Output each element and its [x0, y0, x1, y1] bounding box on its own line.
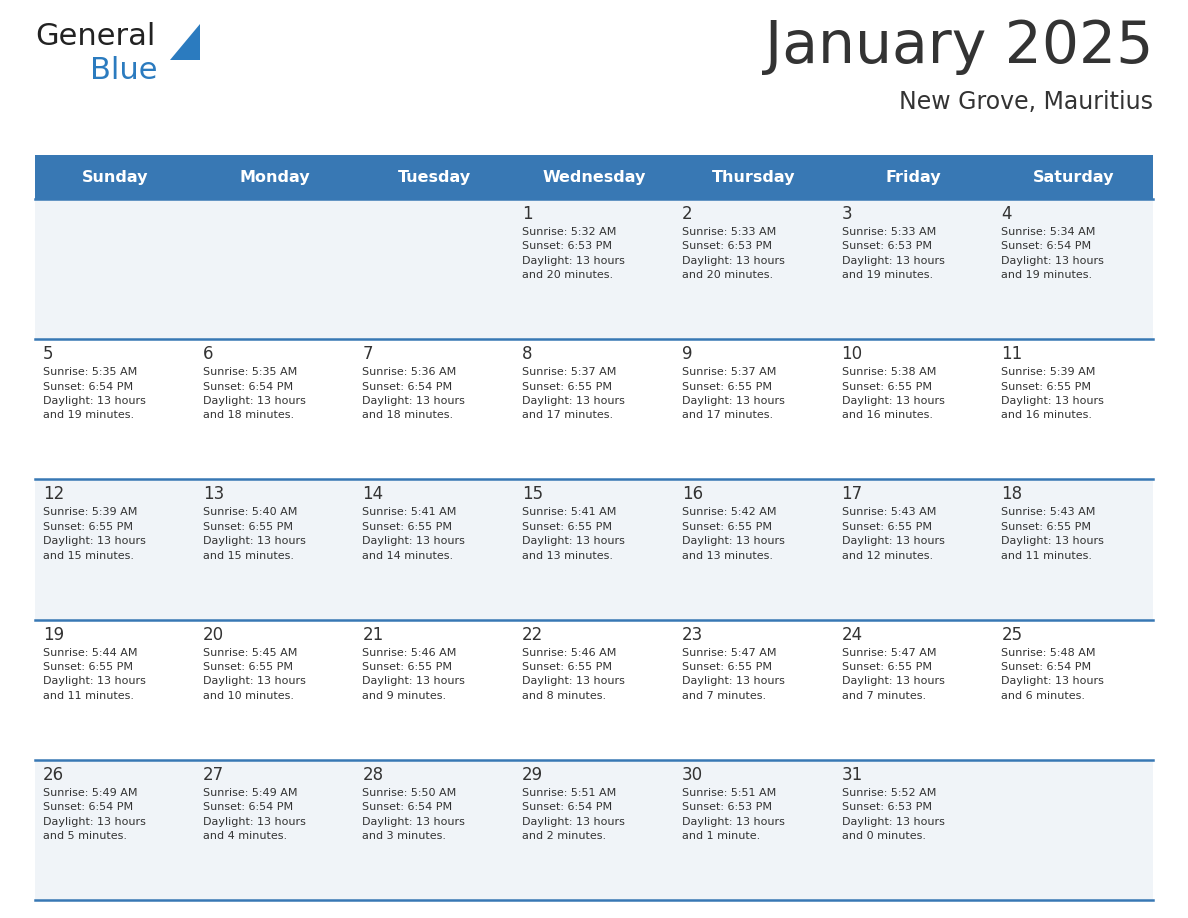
- Text: General: General: [34, 22, 156, 51]
- Text: 21: 21: [362, 625, 384, 644]
- Bar: [34, 620, 1154, 760]
- Text: 13: 13: [203, 486, 225, 503]
- Text: Sunrise: 5:39 AM
Sunset: 6:55 PM
Daylight: 13 hours
and 15 minutes.: Sunrise: 5:39 AM Sunset: 6:55 PM Dayligh…: [43, 508, 146, 561]
- Text: 3: 3: [841, 205, 852, 223]
- Polygon shape: [170, 24, 200, 60]
- Text: Sunrise: 5:49 AM
Sunset: 6:54 PM
Daylight: 13 hours
and 5 minutes.: Sunrise: 5:49 AM Sunset: 6:54 PM Dayligh…: [43, 788, 146, 841]
- Bar: [34, 155, 195, 199]
- Text: 30: 30: [682, 766, 703, 784]
- Text: Sunrise: 5:46 AM
Sunset: 6:55 PM
Daylight: 13 hours
and 8 minutes.: Sunrise: 5:46 AM Sunset: 6:55 PM Dayligh…: [523, 647, 625, 700]
- Text: Sunrise: 5:52 AM
Sunset: 6:53 PM
Daylight: 13 hours
and 0 minutes.: Sunrise: 5:52 AM Sunset: 6:53 PM Dayligh…: [841, 788, 944, 841]
- Text: 11: 11: [1001, 345, 1023, 364]
- Text: 8: 8: [523, 345, 532, 364]
- Text: Wednesday: Wednesday: [542, 170, 646, 185]
- Text: Sunrise: 5:37 AM
Sunset: 6:55 PM
Daylight: 13 hours
and 17 minutes.: Sunrise: 5:37 AM Sunset: 6:55 PM Dayligh…: [682, 367, 785, 420]
- Text: 9: 9: [682, 345, 693, 364]
- Text: Sunrise: 5:37 AM
Sunset: 6:55 PM
Daylight: 13 hours
and 17 minutes.: Sunrise: 5:37 AM Sunset: 6:55 PM Dayligh…: [523, 367, 625, 420]
- Text: 24: 24: [841, 625, 862, 644]
- Text: Sunrise: 5:32 AM
Sunset: 6:53 PM
Daylight: 13 hours
and 20 minutes.: Sunrise: 5:32 AM Sunset: 6:53 PM Dayligh…: [523, 227, 625, 280]
- Text: Sunrise: 5:33 AM
Sunset: 6:53 PM
Daylight: 13 hours
and 20 minutes.: Sunrise: 5:33 AM Sunset: 6:53 PM Dayligh…: [682, 227, 785, 280]
- Text: 31: 31: [841, 766, 862, 784]
- Text: 18: 18: [1001, 486, 1023, 503]
- Text: Sunrise: 5:46 AM
Sunset: 6:55 PM
Daylight: 13 hours
and 9 minutes.: Sunrise: 5:46 AM Sunset: 6:55 PM Dayligh…: [362, 647, 466, 700]
- Text: Sunrise: 5:36 AM
Sunset: 6:54 PM
Daylight: 13 hours
and 18 minutes.: Sunrise: 5:36 AM Sunset: 6:54 PM Dayligh…: [362, 367, 466, 420]
- Text: Monday: Monday: [239, 170, 310, 185]
- Bar: [34, 760, 1154, 900]
- Text: Friday: Friday: [885, 170, 941, 185]
- Text: 28: 28: [362, 766, 384, 784]
- Text: 15: 15: [523, 486, 543, 503]
- Text: Saturday: Saturday: [1032, 170, 1114, 185]
- Text: Sunrise: 5:48 AM
Sunset: 6:54 PM
Daylight: 13 hours
and 6 minutes.: Sunrise: 5:48 AM Sunset: 6:54 PM Dayligh…: [1001, 647, 1104, 700]
- Text: 14: 14: [362, 486, 384, 503]
- Text: Sunrise: 5:50 AM
Sunset: 6:54 PM
Daylight: 13 hours
and 3 minutes.: Sunrise: 5:50 AM Sunset: 6:54 PM Dayligh…: [362, 788, 466, 841]
- Text: Sunrise: 5:39 AM
Sunset: 6:55 PM
Daylight: 13 hours
and 16 minutes.: Sunrise: 5:39 AM Sunset: 6:55 PM Dayligh…: [1001, 367, 1104, 420]
- Text: Sunrise: 5:38 AM
Sunset: 6:55 PM
Daylight: 13 hours
and 16 minutes.: Sunrise: 5:38 AM Sunset: 6:55 PM Dayligh…: [841, 367, 944, 420]
- Text: Sunrise: 5:41 AM
Sunset: 6:55 PM
Daylight: 13 hours
and 13 minutes.: Sunrise: 5:41 AM Sunset: 6:55 PM Dayligh…: [523, 508, 625, 561]
- Text: Sunrise: 5:43 AM
Sunset: 6:55 PM
Daylight: 13 hours
and 12 minutes.: Sunrise: 5:43 AM Sunset: 6:55 PM Dayligh…: [841, 508, 944, 561]
- Text: Sunrise: 5:42 AM
Sunset: 6:55 PM
Daylight: 13 hours
and 13 minutes.: Sunrise: 5:42 AM Sunset: 6:55 PM Dayligh…: [682, 508, 785, 561]
- Bar: [354, 155, 514, 199]
- Text: 23: 23: [682, 625, 703, 644]
- Text: 17: 17: [841, 486, 862, 503]
- Text: 4: 4: [1001, 205, 1012, 223]
- Text: 22: 22: [523, 625, 543, 644]
- Text: 29: 29: [523, 766, 543, 784]
- Text: 16: 16: [682, 486, 703, 503]
- Text: 6: 6: [203, 345, 213, 364]
- Text: Sunrise: 5:43 AM
Sunset: 6:55 PM
Daylight: 13 hours
and 11 minutes.: Sunrise: 5:43 AM Sunset: 6:55 PM Dayligh…: [1001, 508, 1104, 561]
- Text: Sunrise: 5:47 AM
Sunset: 6:55 PM
Daylight: 13 hours
and 7 minutes.: Sunrise: 5:47 AM Sunset: 6:55 PM Dayligh…: [841, 647, 944, 700]
- Text: Sunrise: 5:35 AM
Sunset: 6:54 PM
Daylight: 13 hours
and 18 minutes.: Sunrise: 5:35 AM Sunset: 6:54 PM Dayligh…: [203, 367, 305, 420]
- Text: 10: 10: [841, 345, 862, 364]
- Text: Thursday: Thursday: [712, 170, 796, 185]
- Bar: [834, 155, 993, 199]
- Text: 1: 1: [523, 205, 532, 223]
- Text: New Grove, Mauritius: New Grove, Mauritius: [899, 90, 1154, 114]
- Text: 26: 26: [43, 766, 64, 784]
- Text: Sunrise: 5:51 AM
Sunset: 6:53 PM
Daylight: 13 hours
and 1 minute.: Sunrise: 5:51 AM Sunset: 6:53 PM Dayligh…: [682, 788, 785, 841]
- Bar: [514, 155, 674, 199]
- Text: Sunday: Sunday: [82, 170, 148, 185]
- Text: Sunrise: 5:51 AM
Sunset: 6:54 PM
Daylight: 13 hours
and 2 minutes.: Sunrise: 5:51 AM Sunset: 6:54 PM Dayligh…: [523, 788, 625, 841]
- Text: January 2025: January 2025: [765, 18, 1154, 75]
- Text: 5: 5: [43, 345, 53, 364]
- Text: 25: 25: [1001, 625, 1023, 644]
- Bar: [34, 339, 1154, 479]
- Text: 27: 27: [203, 766, 223, 784]
- Bar: [195, 155, 354, 199]
- Bar: [674, 155, 834, 199]
- Text: Sunrise: 5:41 AM
Sunset: 6:55 PM
Daylight: 13 hours
and 14 minutes.: Sunrise: 5:41 AM Sunset: 6:55 PM Dayligh…: [362, 508, 466, 561]
- Text: 19: 19: [43, 625, 64, 644]
- Text: Tuesday: Tuesday: [398, 170, 470, 185]
- Text: Sunrise: 5:40 AM
Sunset: 6:55 PM
Daylight: 13 hours
and 15 minutes.: Sunrise: 5:40 AM Sunset: 6:55 PM Dayligh…: [203, 508, 305, 561]
- Text: Sunrise: 5:44 AM
Sunset: 6:55 PM
Daylight: 13 hours
and 11 minutes.: Sunrise: 5:44 AM Sunset: 6:55 PM Dayligh…: [43, 647, 146, 700]
- Text: 2: 2: [682, 205, 693, 223]
- Bar: [34, 479, 1154, 620]
- Text: Sunrise: 5:34 AM
Sunset: 6:54 PM
Daylight: 13 hours
and 19 minutes.: Sunrise: 5:34 AM Sunset: 6:54 PM Dayligh…: [1001, 227, 1104, 280]
- Text: Sunrise: 5:49 AM
Sunset: 6:54 PM
Daylight: 13 hours
and 4 minutes.: Sunrise: 5:49 AM Sunset: 6:54 PM Dayligh…: [203, 788, 305, 841]
- Text: 20: 20: [203, 625, 223, 644]
- Text: 7: 7: [362, 345, 373, 364]
- Text: Sunrise: 5:35 AM
Sunset: 6:54 PM
Daylight: 13 hours
and 19 minutes.: Sunrise: 5:35 AM Sunset: 6:54 PM Dayligh…: [43, 367, 146, 420]
- Bar: [993, 155, 1154, 199]
- Text: Sunrise: 5:45 AM
Sunset: 6:55 PM
Daylight: 13 hours
and 10 minutes.: Sunrise: 5:45 AM Sunset: 6:55 PM Dayligh…: [203, 647, 305, 700]
- Text: Blue: Blue: [90, 56, 158, 85]
- Text: Sunrise: 5:33 AM
Sunset: 6:53 PM
Daylight: 13 hours
and 19 minutes.: Sunrise: 5:33 AM Sunset: 6:53 PM Dayligh…: [841, 227, 944, 280]
- Text: Sunrise: 5:47 AM
Sunset: 6:55 PM
Daylight: 13 hours
and 7 minutes.: Sunrise: 5:47 AM Sunset: 6:55 PM Dayligh…: [682, 647, 785, 700]
- Text: 12: 12: [43, 486, 64, 503]
- Bar: [34, 199, 1154, 339]
